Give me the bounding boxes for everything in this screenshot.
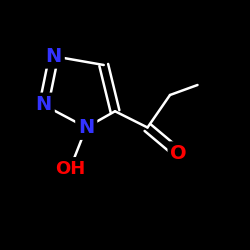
Text: OH: OH <box>55 160 85 178</box>
Text: N: N <box>46 47 62 66</box>
Text: N: N <box>78 118 94 137</box>
Text: O: O <box>170 144 187 163</box>
Text: N: N <box>36 96 52 114</box>
